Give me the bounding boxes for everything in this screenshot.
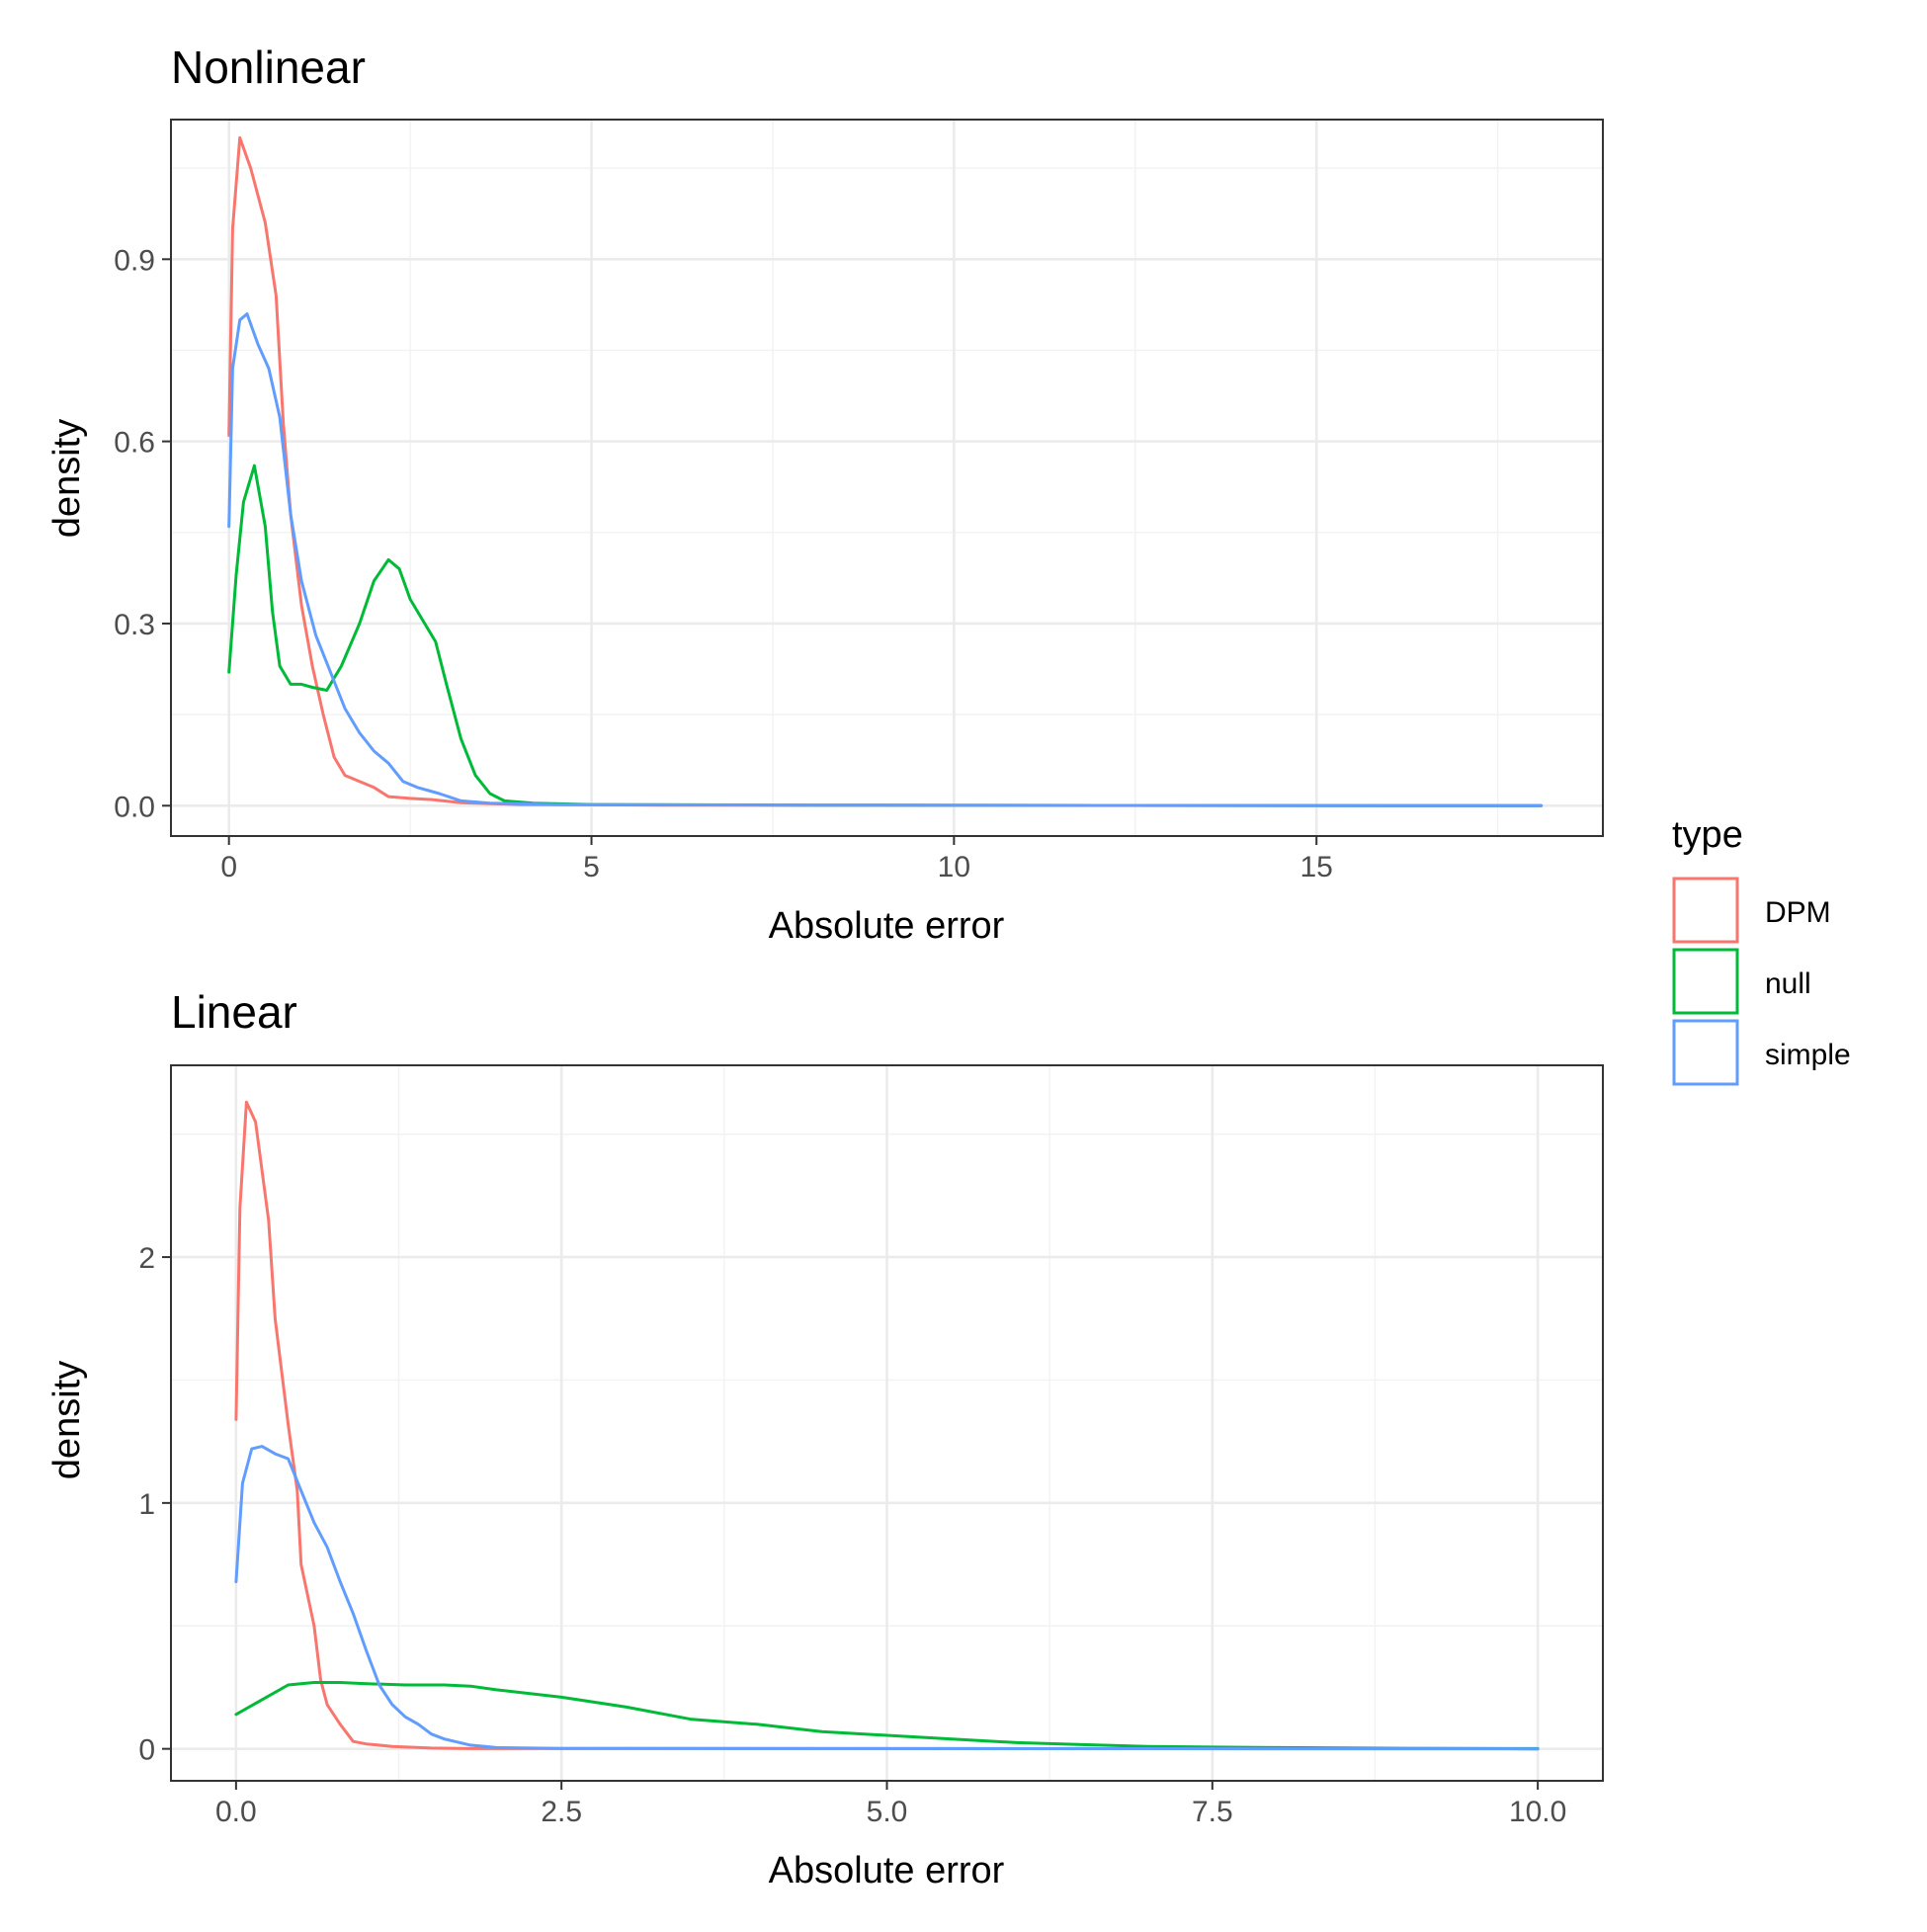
- y-axis-title: density: [46, 1361, 88, 1479]
- x-tick-label: 15: [1300, 851, 1333, 883]
- x-tick-label: 0: [220, 851, 237, 883]
- panel-nonlinear: Nonlinear 0 5 10 15 0.0 0.3 0.6 0.9 Absolute er…: [46, 42, 1604, 947]
- x-axis-title: Absolute error: [769, 1850, 1005, 1891]
- axis-ticks: 0 5 10 15 0.0 0.3 0.6 0.9: [114, 244, 1333, 883]
- series-group: [234, 1100, 1540, 1751]
- x-axis-title: Absolute error: [769, 905, 1005, 947]
- y-tick-label: 0: [138, 1734, 155, 1767]
- legend-label-dpm: DPM: [1765, 896, 1831, 929]
- series-line-null: [227, 463, 1544, 807]
- x-tick-label: 10.0: [1509, 1796, 1566, 1828]
- legend: type DPM null simple: [1672, 814, 1851, 1086]
- legend-entry-dpm: DPM: [1672, 877, 1831, 944]
- panel-border: [170, 119, 1604, 837]
- panel-linear: Linear 0.0 2.5 5.0 7.5 10.0 0 1 2 Absolute erro…: [46, 986, 1604, 1891]
- panel-title: Nonlinear: [171, 42, 366, 93]
- y-tick-label: 1: [138, 1488, 155, 1521]
- series-line-null: [234, 1681, 1540, 1750]
- series-line-simple: [234, 1445, 1540, 1751]
- legend-entry-simple: simple: [1672, 1019, 1851, 1086]
- legend-key-dpm: [1672, 877, 1739, 944]
- legend-label-simple: simple: [1765, 1039, 1851, 1071]
- legend-key-simple: [1672, 1019, 1739, 1086]
- x-tick-label: 5.0: [867, 1796, 908, 1828]
- legend-entry-null: null: [1672, 948, 1811, 1015]
- y-tick-label: 2: [138, 1242, 155, 1275]
- series-group: [227, 135, 1544, 807]
- x-tick-label: 7.5: [1192, 1796, 1233, 1828]
- axis-ticks: 0.0 2.5 5.0 7.5 10.0 0 1 2: [138, 1242, 1566, 1828]
- legend-key-null: [1672, 948, 1739, 1015]
- x-tick-label: 0.0: [215, 1796, 257, 1828]
- legend-title: type: [1672, 814, 1743, 856]
- y-tick-label: 0.6: [114, 427, 155, 460]
- x-tick-label: 5: [583, 851, 600, 883]
- legend-label-null: null: [1765, 967, 1811, 1000]
- panel-title: Linear: [171, 986, 297, 1038]
- y-tick-label: 0.3: [114, 609, 155, 641]
- y-tick-label: 0.0: [114, 791, 155, 823]
- x-tick-label: 10: [938, 851, 970, 883]
- grid: [171, 120, 1603, 836]
- y-axis-title: density: [46, 419, 88, 538]
- x-tick-label: 2.5: [541, 1796, 582, 1828]
- series-line-simple: [227, 312, 1544, 807]
- y-tick-label: 0.9: [114, 244, 155, 277]
